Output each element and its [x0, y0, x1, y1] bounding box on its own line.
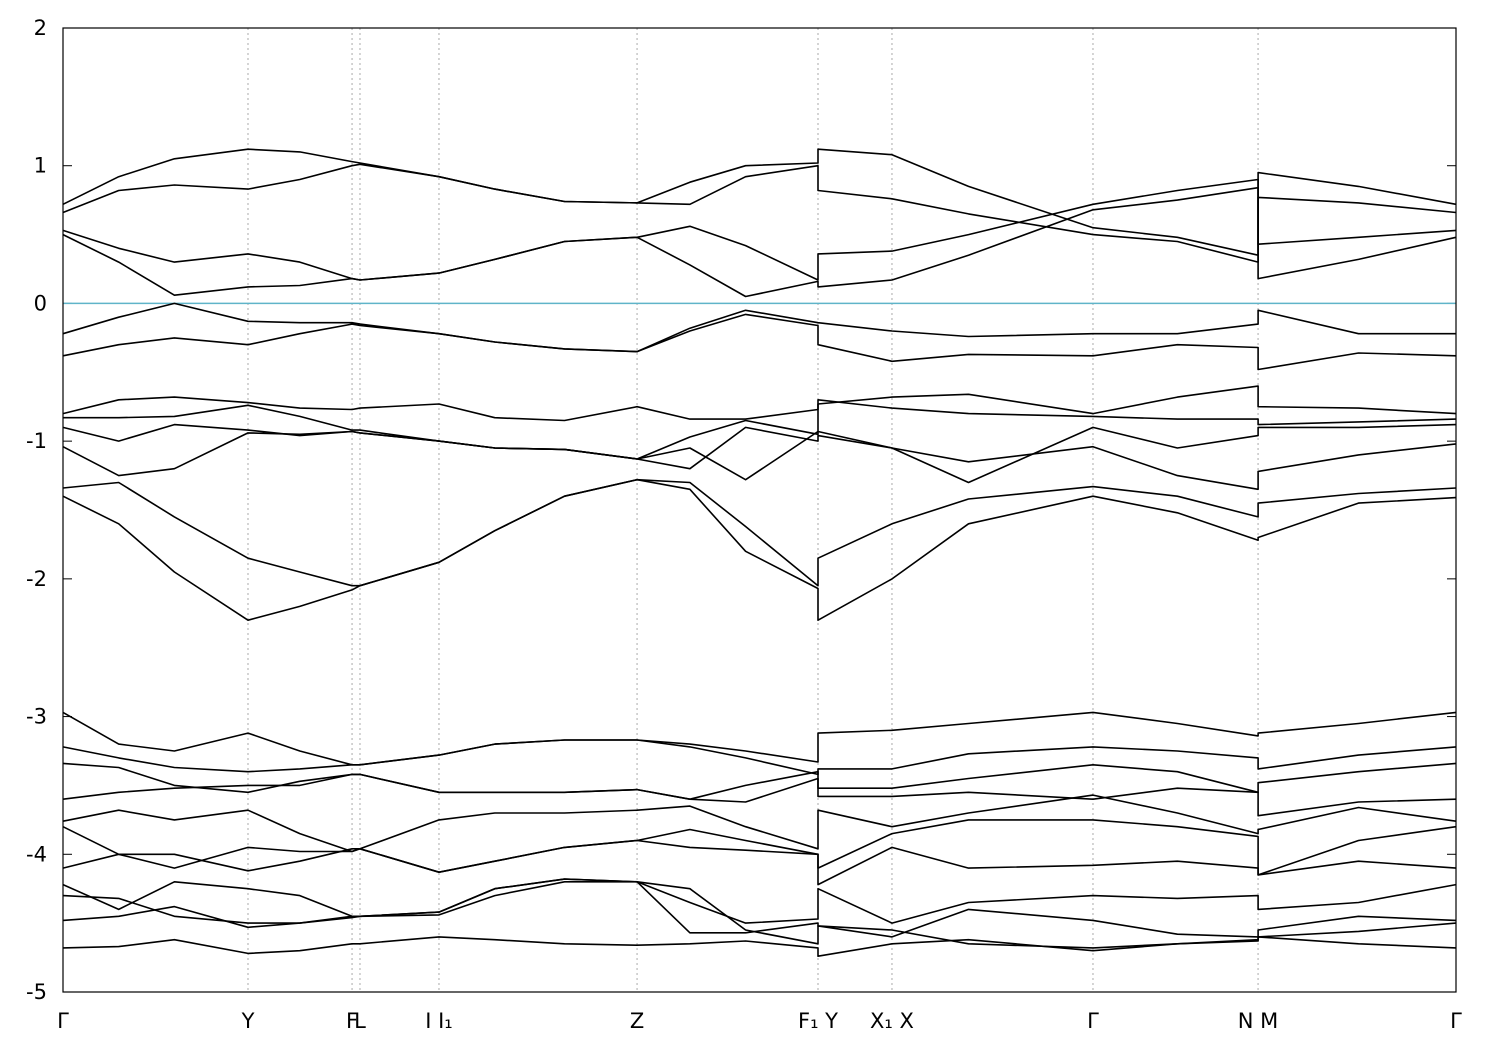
band-line: [62, 839, 1457, 886]
band-line: [62, 794, 1457, 853]
band-line: [62, 426, 1457, 491]
y-tick-label: 2: [34, 16, 47, 40]
x-tick-label: Z: [630, 1009, 644, 1033]
y-tick-label: -4: [26, 842, 47, 866]
band-line: [62, 878, 1457, 924]
x-tick-label: X₁ X: [870, 1009, 914, 1033]
x-tick-label: Γ: [1450, 1009, 1462, 1033]
band-line: [62, 711, 1457, 766]
x-tick-label: F₁ Y: [798, 1009, 838, 1033]
y-tick-label: 0: [34, 291, 47, 315]
x-tick-label: Γ: [57, 1009, 69, 1033]
band-line: [62, 385, 1457, 422]
band-line: [62, 163, 1457, 263]
y-tick-label: -2: [26, 567, 47, 591]
band-line: [62, 302, 1456, 353]
x-tick-label: I I₁: [425, 1009, 452, 1033]
x-tick-label: Y: [241, 1009, 255, 1033]
plot-frame: [62, 27, 1457, 993]
band-line: [62, 878, 1457, 945]
y-tick-label: -5: [26, 980, 47, 1004]
band-line: [62, 936, 1457, 957]
band-line: [62, 739, 1457, 776]
band-line: [62, 478, 1457, 587]
band-line: [62, 762, 1457, 800]
x-tick-label: Γ: [1087, 1009, 1099, 1033]
band-line: [62, 773, 1457, 817]
y-tick-label: -1: [26, 429, 47, 453]
band-line: [63, 399, 1457, 460]
band-line: [62, 186, 1457, 298]
band-line: [62, 819, 1457, 876]
x-tick-label: N M: [1238, 1009, 1279, 1033]
band-line: [62, 178, 1457, 281]
band-line: [62, 313, 1457, 371]
x-tick-label: F: [346, 1009, 358, 1033]
band-line: [62, 478, 1457, 621]
x-tick-label: L: [354, 1009, 366, 1033]
y-tick-label: -3: [26, 705, 47, 729]
band-line: [62, 148, 1457, 256]
y-tick-label: 1: [34, 154, 47, 178]
